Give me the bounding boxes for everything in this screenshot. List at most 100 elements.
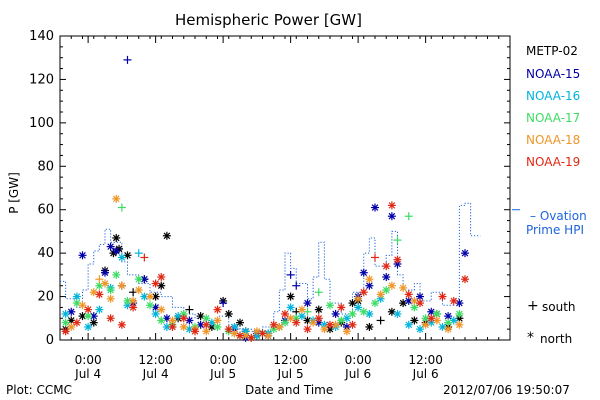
marker-stroke: [236, 319, 244, 326]
point-noaa-16-29: [416, 325, 424, 334]
x-tick-label-date-1: Jul 4: [142, 367, 169, 381]
point-noaa-19-17: [247, 333, 256, 342]
point-noaa-18-10: [146, 292, 154, 301]
marker-stroke: [146, 293, 154, 300]
point-noaa-17-0: [61, 318, 70, 327]
point-noaa-16-14: [230, 322, 239, 331]
point-noaa-18-31: [387, 281, 396, 290]
point-noaa-18-30: [376, 290, 385, 299]
point-noaa-19-11: [179, 314, 188, 323]
point-noaa-19-7: [140, 253, 149, 262]
point-noaa-17-8: [134, 275, 143, 284]
point-noaa-19-10: [168, 322, 177, 331]
point-noaa-15-1: [78, 251, 87, 260]
marker-stroke: [422, 314, 429, 322]
marker-stroke: [152, 293, 159, 300]
marker-stroke: [394, 256, 401, 263]
marker-stroke: [287, 314, 294, 322]
y-tick-label-60: 60: [37, 203, 54, 218]
y-tick-label-120: 120: [29, 72, 54, 87]
y-tick-label-140: 140: [29, 29, 54, 44]
point-metp-02-6: [112, 233, 121, 242]
legend-north-label: north: [540, 332, 573, 346]
marker-stroke: [382, 286, 390, 294]
point-noaa-19-2: [84, 305, 93, 314]
marker-stroke: [101, 280, 109, 287]
marker-stroke: [96, 291, 103, 298]
point-noaa-17-24: [314, 288, 323, 297]
marker-stroke: [118, 282, 126, 290]
marker-stroke: [163, 232, 171, 240]
marker-stroke: [129, 304, 137, 311]
marker-stroke: [152, 304, 159, 311]
point-noaa-16-27: [393, 309, 402, 318]
point-noaa-17-5: [112, 270, 121, 279]
point-metp-02-34: [376, 316, 385, 325]
legend-entry-metp-02: METP-02: [526, 44, 578, 58]
point-noaa-16-24: [354, 303, 363, 312]
marker-stroke: [444, 312, 452, 320]
point-noaa-19-13: [202, 320, 211, 329]
marker-stroke: [405, 297, 413, 305]
x-tick-label-time-2: 0:00: [210, 353, 237, 367]
point-noaa-18-7: [117, 281, 126, 290]
marker-stroke: [146, 301, 154, 309]
point-noaa-17-26: [337, 316, 346, 325]
x-tick-label-time-5: 12:00: [408, 353, 443, 367]
marker-stroke: [315, 314, 323, 322]
point-metp-02-15: [185, 305, 194, 314]
marker-stroke: [377, 291, 384, 298]
marker-stroke: [107, 295, 114, 303]
marker-stroke: [276, 323, 283, 331]
marker-stroke: [79, 312, 86, 320]
point-noaa-18-0: [67, 322, 76, 331]
point-noaa-16-18: [286, 303, 295, 312]
marker-stroke: [388, 282, 396, 290]
marker-stroke: [281, 319, 289, 326]
x-axis-label: Date and Time: [245, 383, 334, 397]
point-noaa-15-34: [416, 292, 424, 301]
marker-stroke: [399, 284, 407, 292]
point-noaa-19-3: [95, 290, 104, 299]
x-tick-label-date-4: Jul 6: [344, 367, 371, 381]
marker-stroke: [214, 323, 221, 331]
point-noaa-18-16: [213, 316, 222, 325]
point-noaa-19-32: [404, 290, 413, 299]
point-noaa-19-25: [337, 303, 346, 312]
point-noaa-18-32: [399, 283, 408, 292]
point-noaa-19-33: [416, 299, 424, 308]
point-noaa-19-6: [129, 303, 138, 312]
point-noaa-19-18: [258, 329, 267, 338]
marker-stroke: [202, 321, 210, 329]
marker-stroke: [169, 323, 176, 331]
marker-stroke: [388, 308, 396, 316]
marker-stroke: [202, 328, 210, 335]
marker-stroke: [141, 293, 148, 300]
marker-stroke: [129, 297, 137, 305]
marker-stroke: [444, 319, 452, 326]
marker-stroke: [332, 310, 339, 318]
point-metp-02-13: [162, 231, 171, 240]
point-metp-02-11: [151, 292, 160, 301]
marker-stroke: [112, 247, 120, 255]
marker-stroke: [366, 310, 373, 318]
point-noaa-17-7: [123, 296, 132, 305]
legend-north-symbol: *: [527, 330, 534, 346]
point-noaa-18-6: [112, 194, 121, 203]
y-tick-label-0: 0: [46, 333, 54, 348]
point-noaa-18-29: [365, 275, 374, 284]
marker-stroke: [112, 195, 120, 203]
marker-stroke: [242, 332, 249, 339]
point-metp-02-3: [89, 318, 98, 327]
x-tick-label-time-0: 0:00: [75, 353, 102, 367]
marker-stroke: [433, 310, 441, 318]
x-tick-label-date-0: Jul 4: [74, 367, 101, 381]
marker-stroke: [337, 304, 345, 311]
point-noaa-18-3: [95, 275, 104, 284]
point-noaa-18-27: [342, 327, 351, 336]
legend-ovation-line2: Prime HPI: [526, 223, 584, 237]
marker-stroke: [422, 321, 429, 329]
marker-stroke: [411, 304, 418, 311]
marker-stroke: [366, 275, 373, 283]
marker-stroke: [416, 299, 424, 307]
